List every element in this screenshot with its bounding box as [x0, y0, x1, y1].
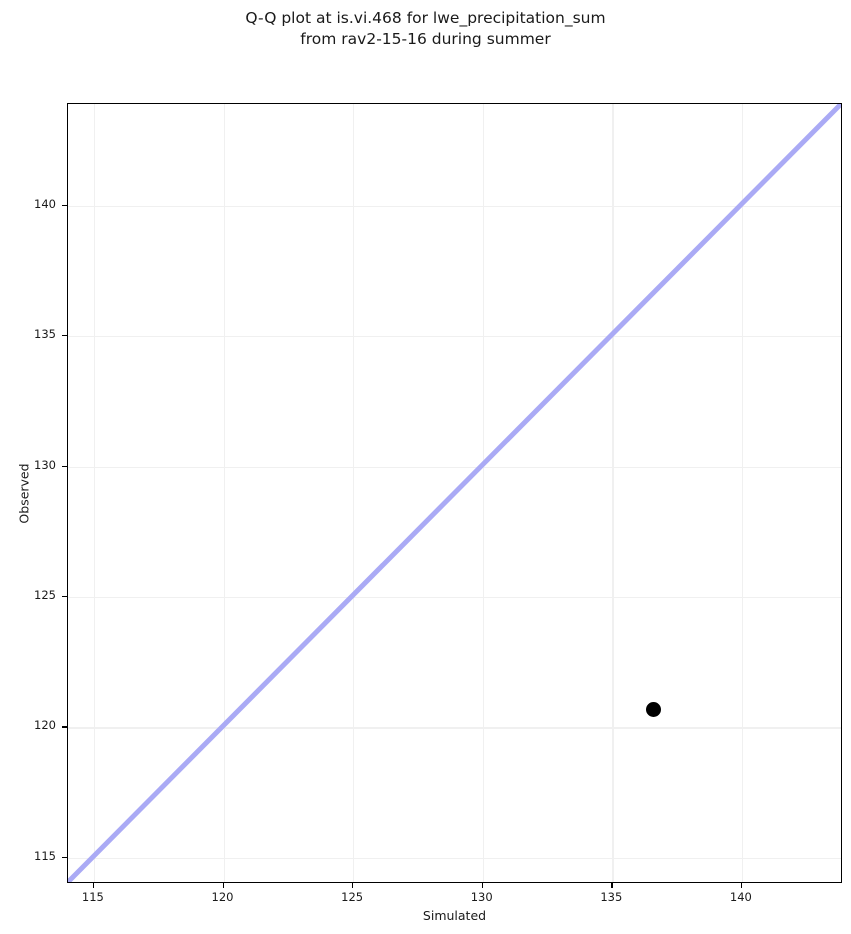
- gridlines: [68, 104, 841, 882]
- one-to-one-reference-line: [68, 104, 841, 882]
- y-tick: [62, 204, 67, 207]
- x-tick-label: 115: [81, 890, 104, 904]
- x-tick-label: 125: [341, 890, 364, 904]
- gridline-vertical: [482, 104, 484, 882]
- gridline-horizontal: [68, 205, 841, 208]
- chart-title: Q-Q plot at is.vi.468 for lwe_precipitat…: [245, 9, 606, 48]
- y-tick: [62, 726, 67, 728]
- y-tick-label: 130: [34, 457, 56, 472]
- x-tick: [352, 883, 354, 888]
- gridline-horizontal: [68, 336, 841, 338]
- y-axis-label: Observed: [16, 463, 32, 524]
- gridline-horizontal: [68, 727, 841, 729]
- gridline-vertical: [93, 104, 96, 882]
- x-tick-label: 130: [470, 890, 493, 904]
- y-tick: [62, 596, 67, 598]
- reference-line-layer: [68, 104, 841, 882]
- x-tick-label: 140: [729, 890, 752, 904]
- gridline-vertical: [612, 104, 614, 882]
- data-point-marker: [646, 701, 662, 717]
- y-tick-label: 135: [34, 327, 56, 342]
- x-tick: [92, 883, 95, 888]
- x-tick-label: 120: [211, 890, 234, 904]
- y-tick: [62, 465, 67, 467]
- x-tick: [222, 883, 224, 888]
- gridline-vertical: [741, 104, 744, 882]
- gridline-horizontal: [68, 597, 841, 599]
- y-tick-label: 115: [34, 848, 56, 863]
- gridline-vertical: [353, 104, 355, 882]
- y-tick-label: 140: [34, 196, 56, 211]
- y-tick: [62, 335, 67, 337]
- x-tick: [481, 883, 483, 888]
- y-tick-label: 125: [34, 588, 56, 603]
- x-tick: [611, 883, 613, 888]
- x-tick: [740, 883, 743, 888]
- gridline-vertical: [223, 104, 225, 882]
- y-tick-label: 120: [34, 718, 56, 733]
- x-tick-label: 135: [600, 890, 623, 904]
- y-tick: [62, 856, 67, 859]
- gridline-horizontal: [68, 857, 841, 860]
- plot-area: [67, 103, 842, 883]
- gridline-horizontal: [68, 466, 841, 468]
- x-axis-label: Simulated: [422, 908, 487, 923]
